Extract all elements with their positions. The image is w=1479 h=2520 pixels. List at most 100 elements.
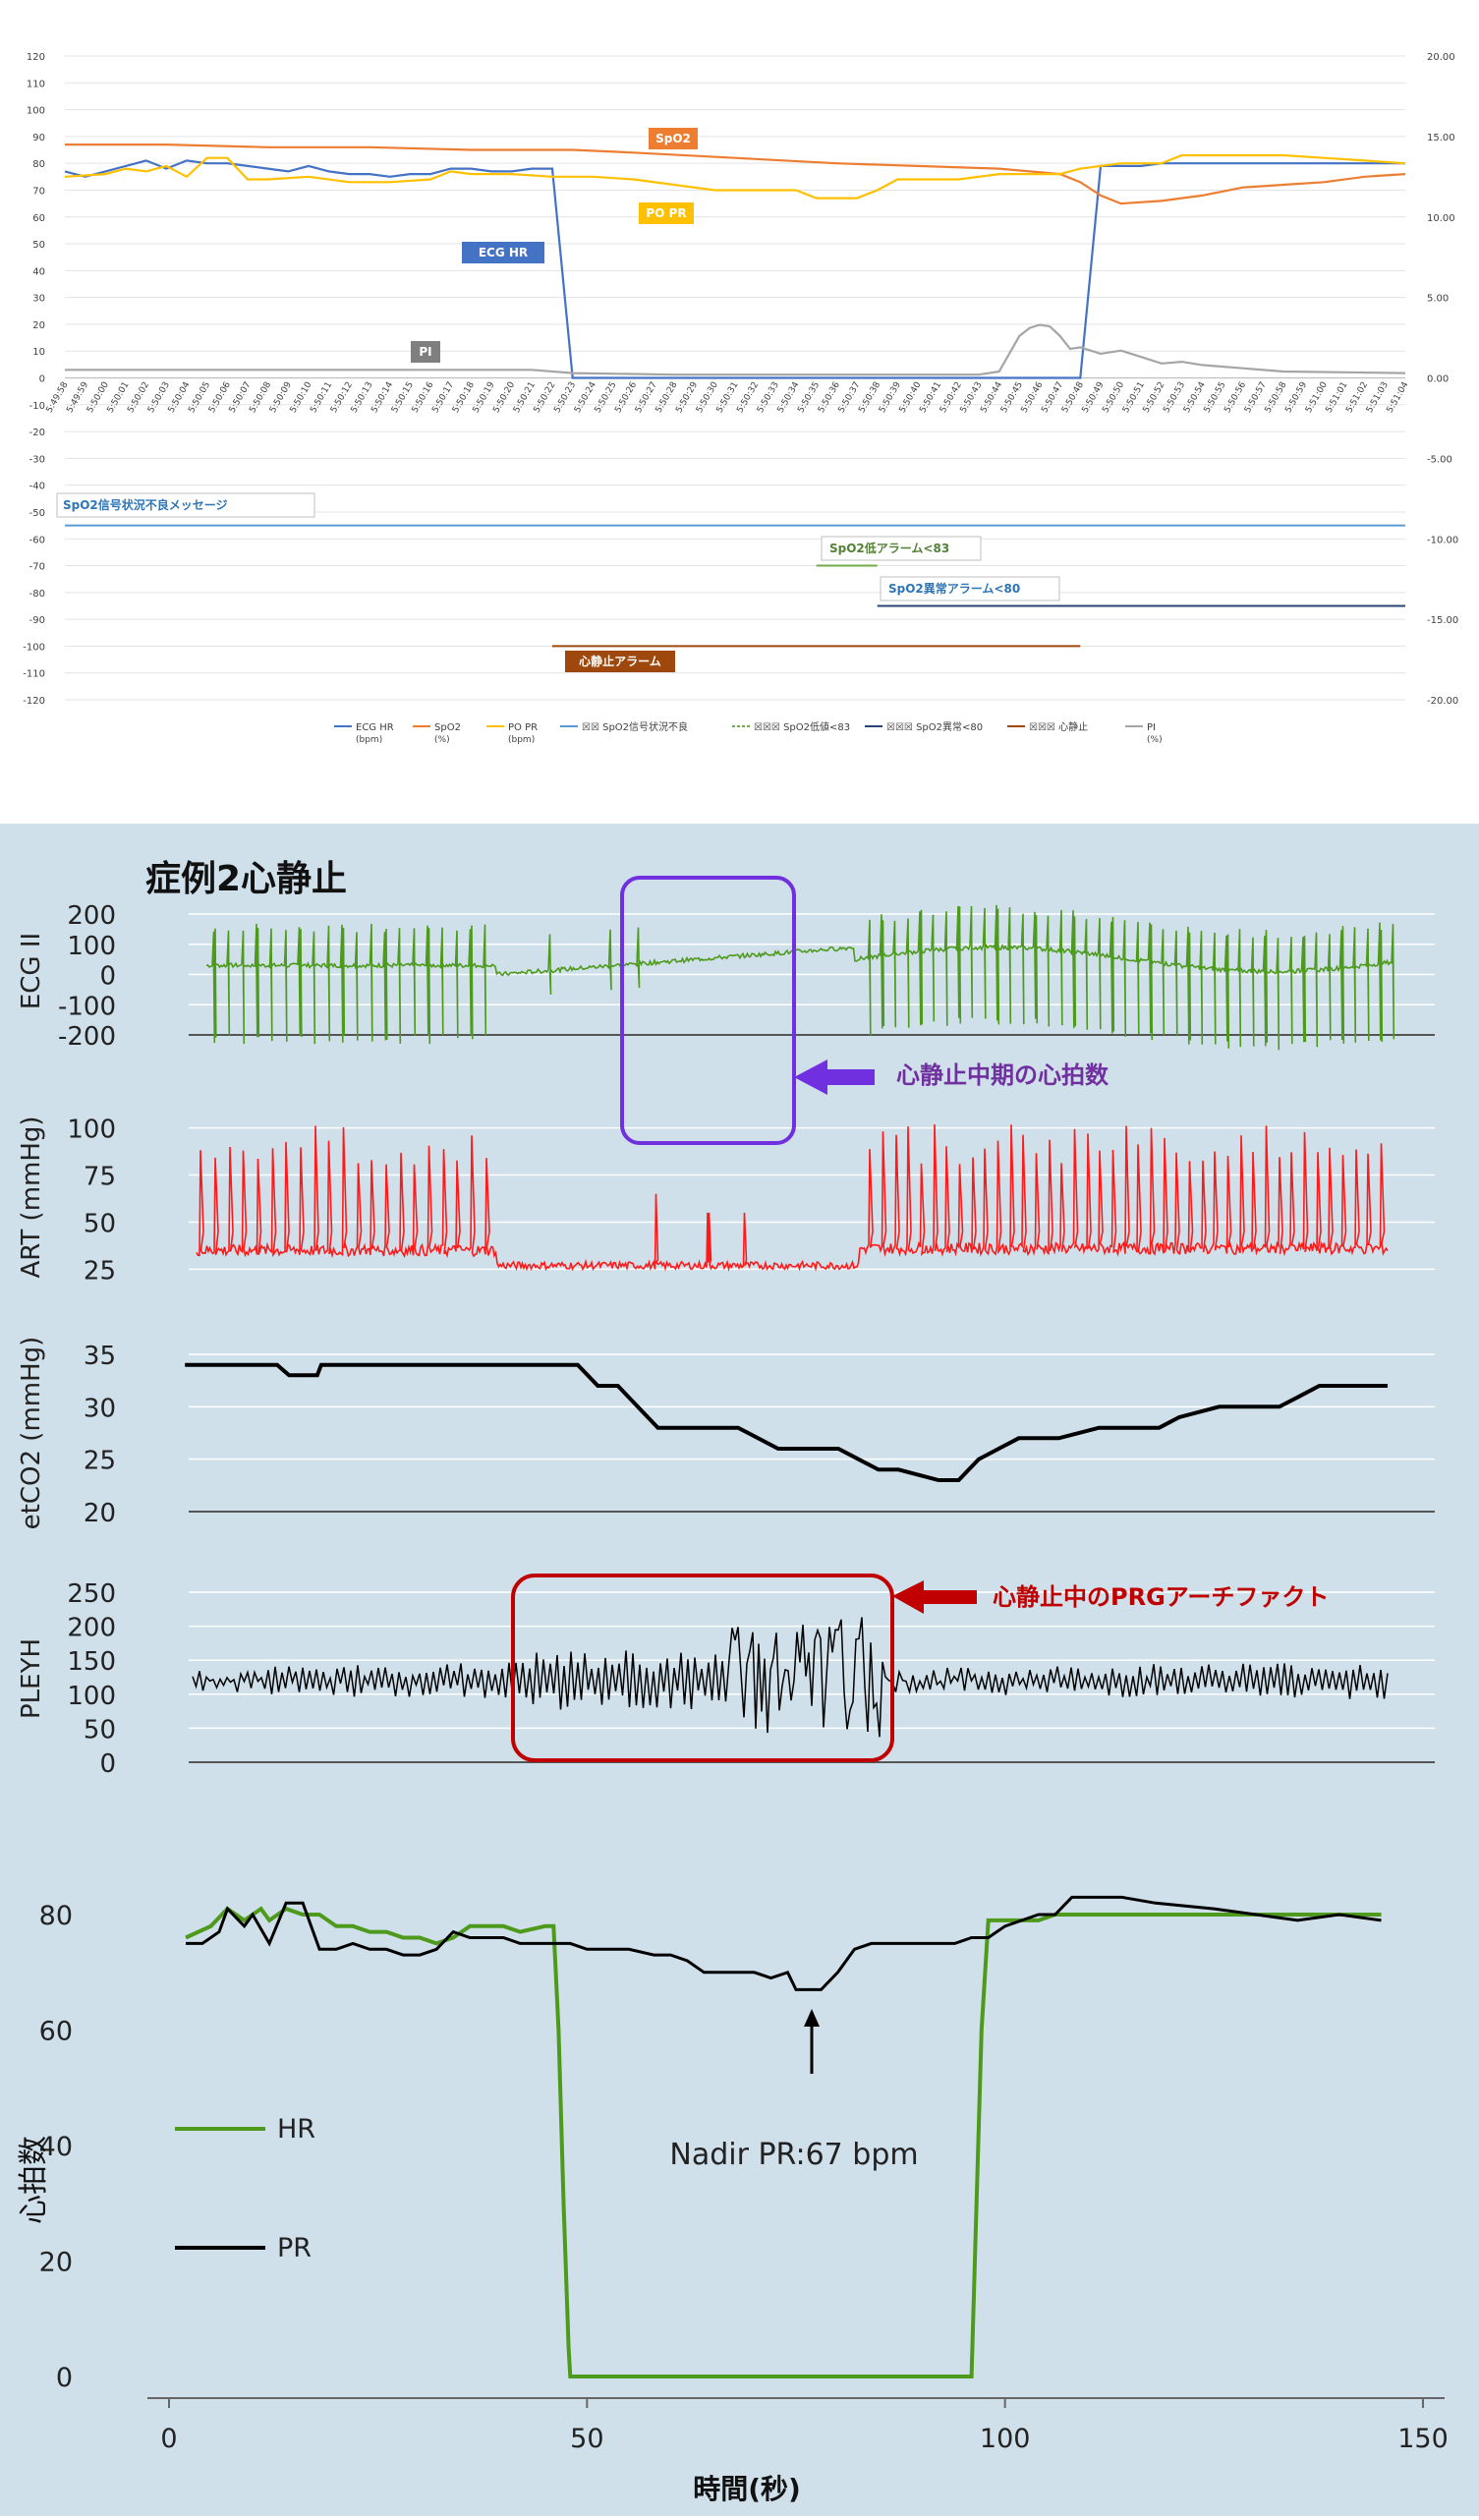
panel-tick-label: 150 bbox=[67, 1647, 116, 1677]
x-axis-label: 時間(秒) bbox=[693, 2473, 801, 2505]
art-waveform bbox=[196, 1123, 1389, 1272]
y-left-tick-label: -90 bbox=[29, 615, 45, 626]
nadir-arrowhead-icon bbox=[804, 2009, 820, 2027]
waveform-axis-labels: ECG II ART (mmHg) etCO2 (mmHg) PLEYH bbox=[17, 933, 46, 1719]
purple-arrow-icon bbox=[794, 1060, 875, 1095]
panel-tick-label: 200 bbox=[67, 1614, 116, 1643]
y-left-tick-label: 60 bbox=[32, 213, 45, 224]
legend-label: ☒☒☒ SpO2異常<80 bbox=[886, 720, 983, 733]
asystole-alarm-label-box: 心静止アラーム bbox=[565, 651, 675, 672]
y-right-tick-label: 5.00 bbox=[1427, 294, 1449, 305]
panel-tick-label: 20 bbox=[84, 1499, 116, 1528]
y-tick-label: 20 bbox=[39, 2248, 73, 2278]
asystole-alarm-label: 心静止アラーム bbox=[579, 654, 661, 668]
prg-box-annotation: 心静止中のPRGアーチファクト bbox=[993, 1583, 1329, 1611]
y-axis-left-ticks: 1201101009080706050403020100-10-20-30-40… bbox=[23, 52, 45, 707]
y-left-tick-label: -80 bbox=[29, 589, 45, 600]
panel-tick-label: 250 bbox=[67, 1579, 116, 1609]
ecg-hr-label: ECG HR bbox=[479, 246, 528, 259]
y-left-tick-label: -100 bbox=[23, 642, 45, 653]
signal-msg-label-box: SpO2信号状況不良メッセージ bbox=[56, 492, 315, 518]
y-left-tick-label: 50 bbox=[32, 240, 45, 251]
spo2-label-box: SpO2 bbox=[649, 128, 698, 149]
y-right-tick-label: 15.00 bbox=[1427, 133, 1455, 143]
y-right-tick-label: -15.00 bbox=[1427, 615, 1458, 626]
y-axis-label: 心拍数 bbox=[17, 2136, 51, 2224]
trend-series bbox=[64, 143, 1406, 648]
x-axis-time-ticks: 5:49:585:49:595:50:005:50:015:50:025:50:… bbox=[45, 380, 1411, 415]
prg-highlight-box bbox=[511, 1574, 894, 1762]
series-line-0 bbox=[64, 159, 1405, 379]
vital-signs-trend-chart: 1201101009080706050403020100-10-20-30-40… bbox=[0, 0, 1479, 776]
x-tick-label: 150 bbox=[1397, 2424, 1449, 2454]
y-left-tick-label: -10 bbox=[29, 401, 45, 412]
y-axis-right-ticks: 20.00 15.00 10.00 5.00 0.00 -5.00 -10.00 -15.00… bbox=[1427, 52, 1458, 707]
abnormal-alarm-label: SpO2異常アラーム<80 bbox=[888, 581, 1020, 596]
panel-tick-label: 0 bbox=[99, 962, 116, 992]
panel-tick-label: 50 bbox=[84, 1209, 116, 1238]
panel-tick-label: -200 bbox=[58, 1022, 116, 1052]
y-left-tick-label: -20 bbox=[29, 428, 45, 438]
hr-box-annotation: 心静止中期の心拍数 bbox=[896, 1061, 1109, 1089]
y-left-tick-label: -120 bbox=[23, 696, 45, 707]
series-line-7 bbox=[65, 323, 1406, 376]
x-tick-label: 100 bbox=[980, 2424, 1031, 2454]
legend-pr-label: PR bbox=[277, 2233, 312, 2263]
case2-figure: 症例2心静止 ECG II ART (mmHg) etCO2 (mmHg) PLEYH… bbox=[17, 859, 1449, 2505]
legend-sublabel: (bpm) bbox=[508, 735, 535, 745]
y-left-tick-label: 0 bbox=[39, 374, 45, 385]
y-tick-label: 80 bbox=[39, 1901, 73, 1931]
legend-label: SpO2 bbox=[434, 722, 461, 733]
series-line-1 bbox=[65, 143, 1406, 205]
y-right-tick-label: -20.00 bbox=[1427, 696, 1458, 707]
y-left-tick-label: 120 bbox=[27, 52, 45, 63]
legend-sublabel: (%) bbox=[434, 735, 450, 745]
pi-label: PI bbox=[419, 345, 431, 359]
signal-msg-label: SpO2信号状況不良メッセージ bbox=[63, 497, 228, 512]
etco2-line bbox=[185, 1362, 1388, 1482]
case2-asystole-panel: 症例2心静止 ECG II ART (mmHg) etCO2 (mmHg) PLEYH… bbox=[0, 824, 1479, 2516]
x-tick-label: 50 bbox=[570, 2424, 603, 2454]
x-tick-label: 0 bbox=[160, 2424, 177, 2454]
y-right-tick-label: 10.00 bbox=[1427, 213, 1455, 224]
legend-label: PO PR bbox=[508, 722, 538, 733]
y-left-tick-label: 10 bbox=[32, 347, 45, 358]
low-alarm-label-box: SpO2低アラーム<83 bbox=[821, 536, 982, 561]
panel-tick-label: 25 bbox=[84, 1256, 116, 1286]
nadir-annotation: Nadir PR:67 bpm bbox=[669, 2138, 918, 2172]
y-left-tick-label: 70 bbox=[32, 186, 45, 197]
panel-tick-label: 50 bbox=[84, 1715, 116, 1745]
pr-series-line bbox=[186, 1895, 1382, 1991]
legend-hr-label: HR bbox=[277, 2114, 315, 2145]
po-pr-label-box: PO PR bbox=[639, 202, 694, 224]
ecg-hr-label-box: ECG HR bbox=[462, 242, 544, 263]
hr-highlight-box bbox=[620, 876, 796, 1145]
y-left-tick-label: -70 bbox=[29, 562, 45, 573]
y-left-tick-label: 90 bbox=[32, 133, 45, 143]
y-right-tick-label: -5.00 bbox=[1427, 454, 1452, 465]
legend-label: PI bbox=[1147, 722, 1156, 733]
y-tick-label: 0 bbox=[56, 2363, 73, 2393]
po-pr-label: PO PR bbox=[646, 206, 686, 220]
legend-label: ☒☒☒ 心静止 bbox=[1029, 720, 1088, 733]
legend-label: ECG HR bbox=[356, 722, 394, 733]
waveform-gridlines bbox=[189, 913, 1435, 1763]
panel-tick-label: -100 bbox=[58, 992, 116, 1021]
panel-ylabel: etCO2 (mmHg) bbox=[17, 1337, 46, 1530]
y-left-tick-label: 20 bbox=[32, 320, 45, 331]
legend: ECG HR (bpm) SpO2 (%) PO PR (bpm) ☒☒ SpO2信号状況不… bbox=[334, 720, 1163, 745]
y-right-tick-label: 20.00 bbox=[1427, 52, 1455, 63]
ecg-waveform bbox=[205, 904, 1395, 1051]
legend-label: ☒☒ SpO2信号状況不良 bbox=[582, 720, 688, 733]
y-right-tick-label: -10.00 bbox=[1427, 535, 1458, 545]
y-left-tick-label: -30 bbox=[29, 454, 45, 465]
hr-series-line bbox=[185, 1906, 1382, 2378]
y-right-tick-label: 0.00 bbox=[1427, 374, 1449, 385]
y-left-tick-label: 30 bbox=[32, 294, 45, 305]
panel-ylabel: ART (mmHg) bbox=[17, 1116, 46, 1278]
y-left-tick-label: 80 bbox=[32, 159, 45, 170]
waveform-ticks: 2001000-100-2001007550253530252025020015… bbox=[58, 901, 116, 1779]
case-title: 症例2心静止 bbox=[145, 859, 347, 899]
series-line-2 bbox=[64, 153, 1406, 200]
panel-tick-label: 100 bbox=[67, 932, 116, 961]
